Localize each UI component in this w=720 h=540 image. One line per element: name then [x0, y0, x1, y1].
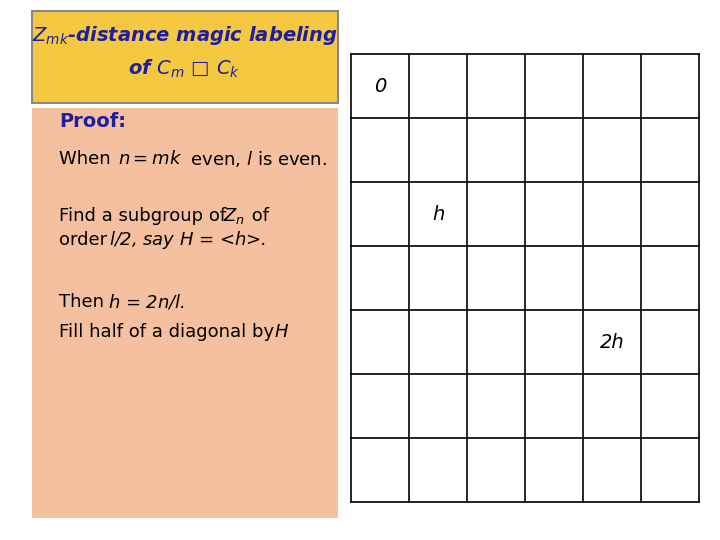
Text: $H$: $H$	[274, 323, 289, 341]
Text: order: order	[59, 231, 113, 249]
Text: 0: 0	[374, 77, 387, 96]
Text: h: h	[432, 205, 444, 224]
Text: Find a subgroup of: Find a subgroup of	[59, 207, 238, 225]
Text: Fill half of a diagonal by: Fill half of a diagonal by	[59, 323, 280, 341]
Text: $l$/2, say $H$ = <$h$>.: $l$/2, say $H$ = <$h$>.	[109, 230, 266, 251]
Text: Proof:: Proof:	[59, 112, 126, 131]
Text: even, $l$ is even.: even, $l$ is even.	[184, 149, 327, 170]
Text: When: When	[59, 150, 117, 168]
Text: of: of	[246, 207, 269, 225]
Text: $h$ = 2$n$/$l$.: $h$ = 2$n$/$l$.	[108, 293, 185, 312]
Text: $Z_n$: $Z_n$	[222, 206, 245, 226]
Text: of $C_m$ □ $C_k$: of $C_m$ □ $C_k$	[128, 58, 240, 80]
Text: $Z_{mk}$-distance magic labeling: $Z_{mk}$-distance magic labeling	[32, 24, 338, 46]
FancyBboxPatch shape	[32, 108, 338, 518]
Text: $n=mk$: $n=mk$	[119, 150, 183, 168]
Text: 2h: 2h	[600, 333, 624, 352]
Text: Then: Then	[59, 293, 110, 312]
FancyBboxPatch shape	[32, 11, 338, 103]
